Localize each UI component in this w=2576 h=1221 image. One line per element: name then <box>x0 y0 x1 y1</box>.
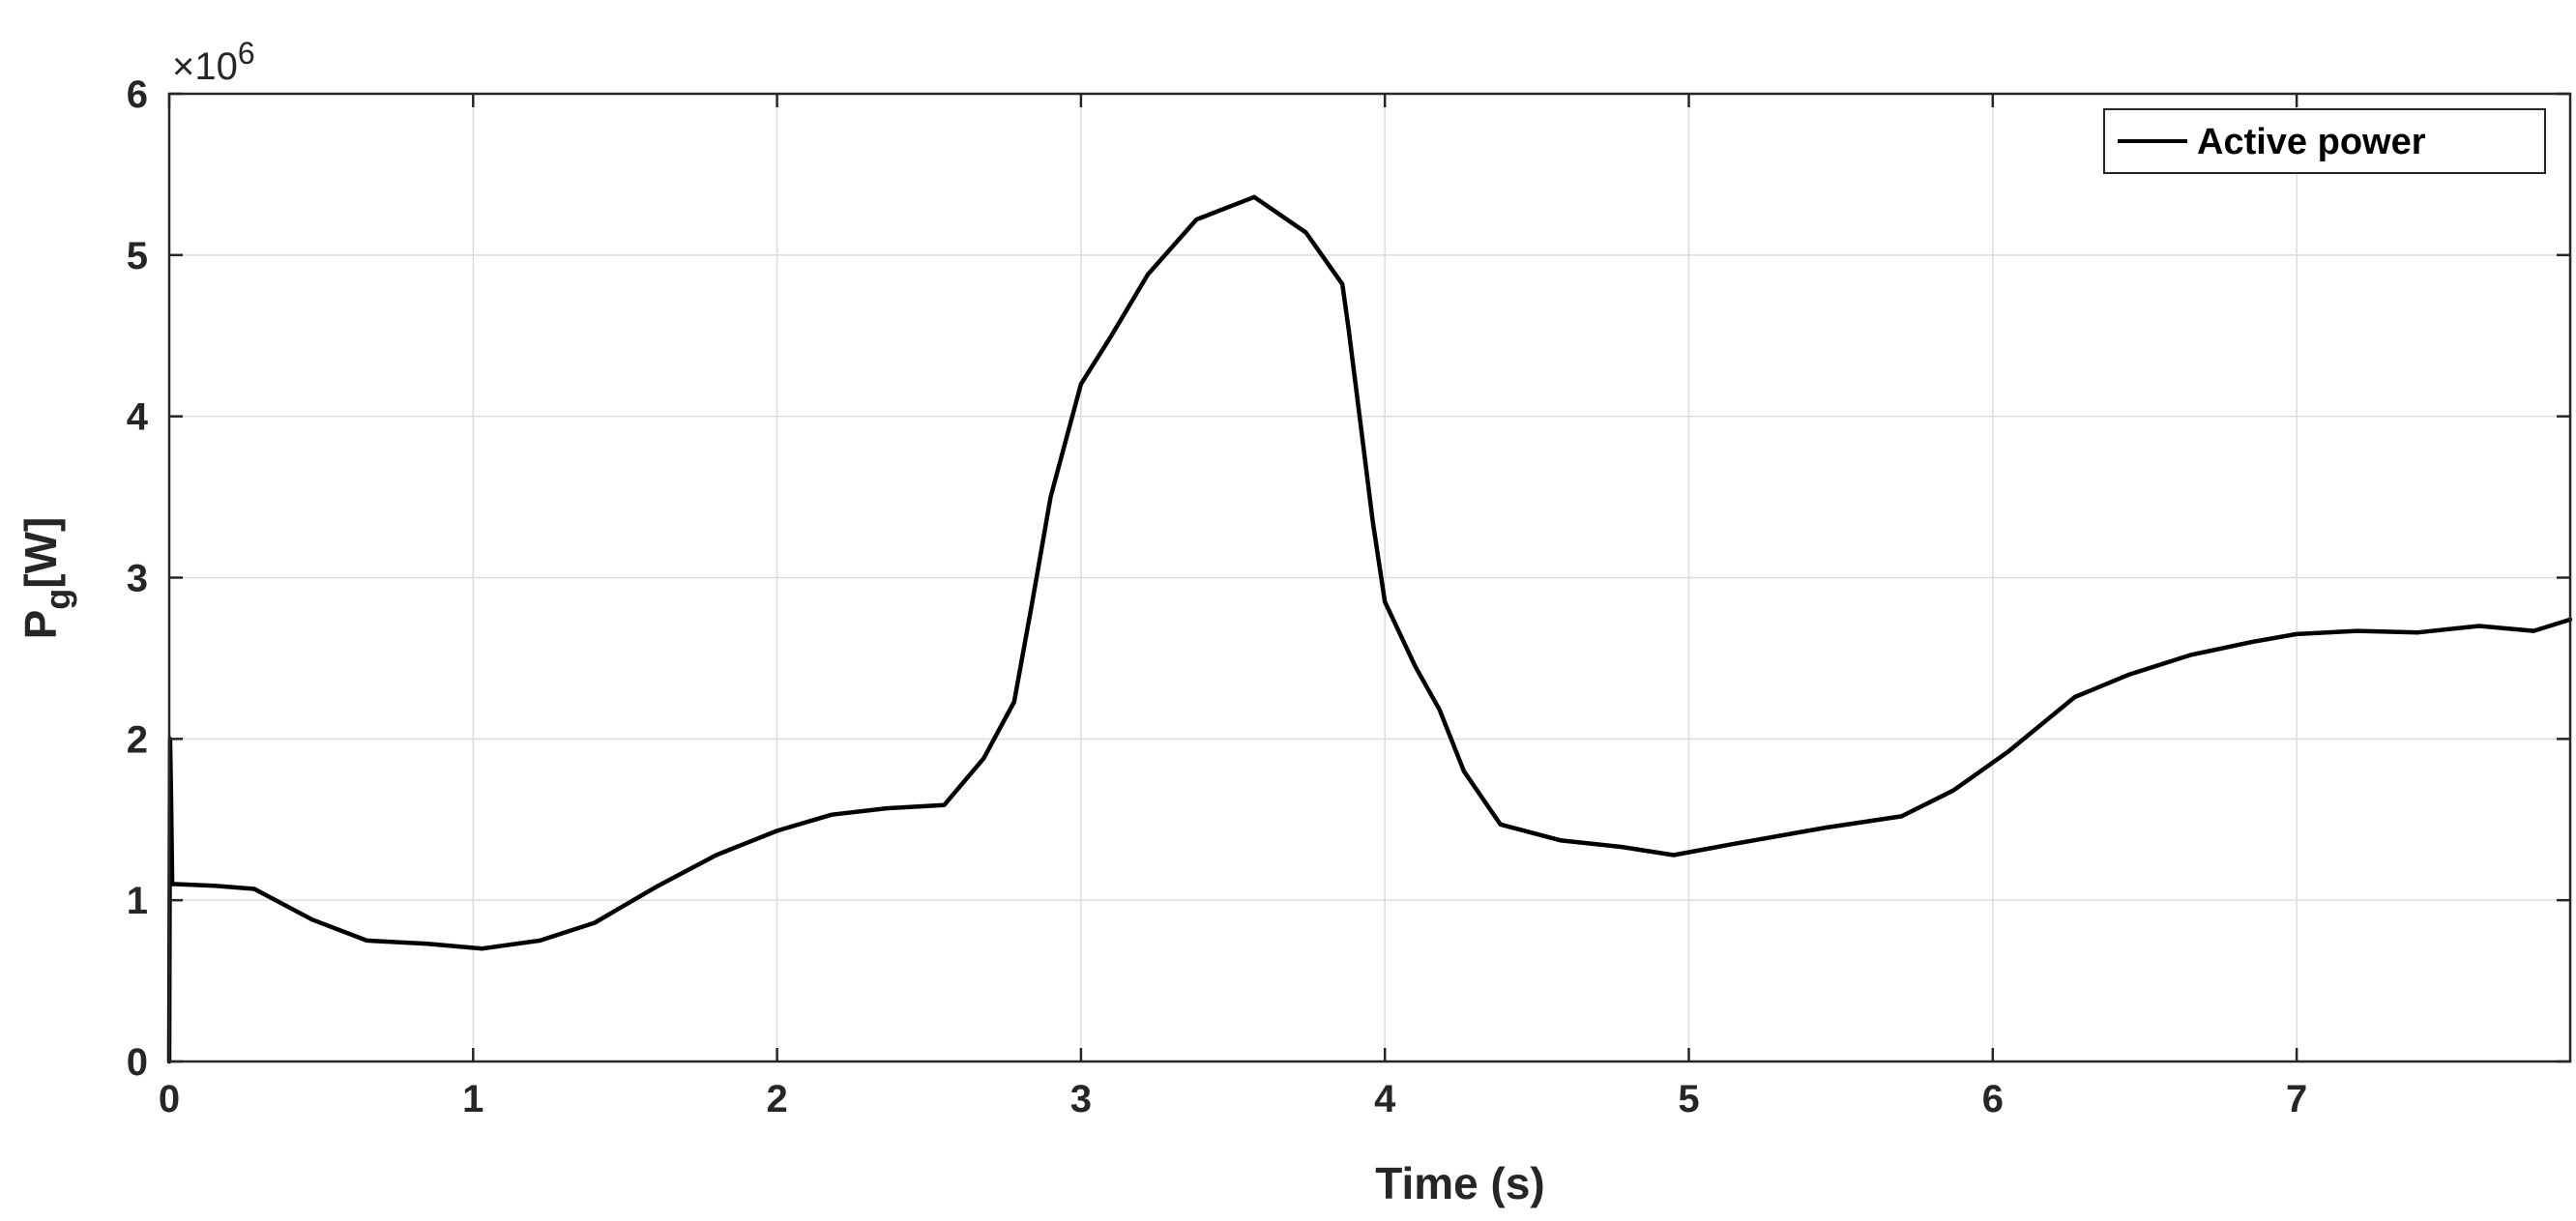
y-axis-title-unit: [W] <box>15 517 66 589</box>
y-axis-title-subscript: g <box>38 589 77 610</box>
x-tick-label: 6 <box>1982 1078 2004 1120</box>
y-tick-label: 5 <box>127 235 148 277</box>
series-layer <box>166 194 2573 1064</box>
x-tick-label: 0 <box>159 1078 180 1120</box>
x-tick-label: 2 <box>766 1078 787 1120</box>
grid <box>169 94 2570 1061</box>
x-tick-label: 5 <box>1678 1078 1699 1120</box>
legend-label-active-power: Active power <box>2197 122 2426 162</box>
y-tick-label: 3 <box>127 558 148 600</box>
y-exponent-label: ×106 <box>172 36 255 88</box>
x-tick-label: 7 <box>2286 1078 2307 1120</box>
y-axis-title: Pg[W] <box>15 517 77 640</box>
axis-ticks <box>167 92 2570 1063</box>
y-tick-label: 1 <box>127 880 148 922</box>
y-tick-label: 2 <box>127 718 148 761</box>
y-axis-title-main: P <box>15 610 66 640</box>
legend: Active power <box>2103 108 2546 174</box>
y-exponent-power: 6 <box>238 36 255 71</box>
x-tick-label: 4 <box>1374 1078 1396 1120</box>
y-tick-label: 0 <box>127 1041 148 1084</box>
x-tick-label: 1 <box>462 1078 483 1120</box>
x-tick-labels: 0 1 2 3 4 5 6 7 <box>159 1078 2307 1120</box>
y-tick-label: 6 <box>127 73 148 116</box>
y-tick-labels: 0 1 2 3 4 5 6 <box>127 73 149 1084</box>
y-tick-label: 4 <box>127 396 149 439</box>
series-line-active-power <box>166 194 2573 1064</box>
x-tick-label: 3 <box>1070 1078 1092 1120</box>
x-axis-title: Time (s) <box>1375 1158 1545 1208</box>
